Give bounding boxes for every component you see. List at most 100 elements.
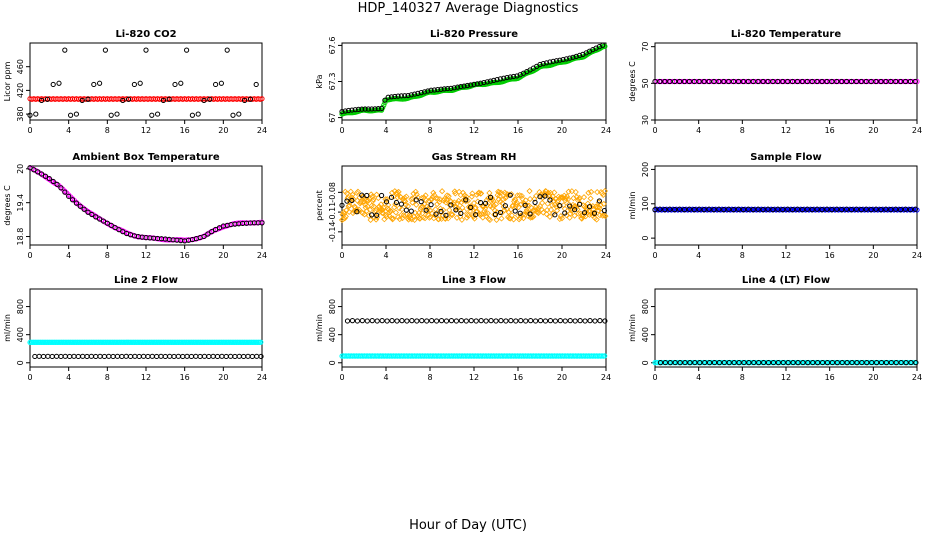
data-point bbox=[533, 192, 540, 199]
data-point bbox=[858, 207, 864, 213]
data-point bbox=[73, 111, 80, 117]
data-point bbox=[540, 209, 547, 216]
data-point bbox=[770, 78, 776, 85]
data-point bbox=[339, 108, 345, 115]
panel-title: Gas Stream RH bbox=[432, 152, 517, 163]
data-point bbox=[136, 353, 142, 360]
data-point bbox=[487, 194, 494, 200]
data-point bbox=[829, 359, 835, 366]
data-point bbox=[553, 58, 560, 64]
panel-1: Li-820 CO2 Licor ppm 0 4 8 12 16 20 24 380 420 460 bbox=[3, 29, 267, 135]
data-point bbox=[172, 81, 178, 88]
data-point bbox=[581, 210, 588, 216]
data-point bbox=[259, 96, 265, 102]
data-point bbox=[562, 210, 568, 216]
data-point bbox=[508, 212, 516, 219]
data-point bbox=[540, 61, 546, 67]
data-point bbox=[504, 74, 510, 81]
data-point bbox=[496, 189, 503, 196]
data-point bbox=[547, 318, 554, 324]
data-point bbox=[843, 206, 850, 212]
data-point bbox=[519, 211, 527, 218]
data-point bbox=[547, 59, 553, 65]
data-point bbox=[431, 212, 439, 219]
data-point bbox=[839, 359, 845, 366]
data-point bbox=[513, 199, 520, 206]
data-point bbox=[587, 195, 594, 202]
y-tick-label: 200 bbox=[641, 162, 650, 177]
data-point bbox=[409, 195, 417, 202]
data-point bbox=[745, 206, 751, 212]
y-axis-label: Licor ppm bbox=[3, 61, 12, 101]
data-point bbox=[46, 175, 52, 182]
data-point bbox=[839, 78, 845, 85]
data-point bbox=[398, 201, 404, 207]
data-point bbox=[667, 78, 673, 85]
data-point bbox=[547, 206, 555, 213]
data-point bbox=[385, 94, 391, 100]
data-point bbox=[201, 353, 208, 359]
data-point bbox=[375, 106, 381, 112]
data-point bbox=[537, 194, 543, 200]
data-point bbox=[863, 206, 869, 212]
data-point bbox=[91, 81, 97, 88]
data-point bbox=[497, 76, 503, 82]
data-point bbox=[848, 78, 855, 85]
data-point bbox=[878, 78, 884, 85]
data-point bbox=[696, 78, 702, 85]
data-point bbox=[62, 353, 68, 359]
data-point bbox=[201, 97, 207, 104]
data-point bbox=[218, 80, 224, 86]
data-point bbox=[903, 360, 909, 366]
data-point bbox=[682, 359, 688, 366]
data-point bbox=[819, 207, 825, 213]
data-point bbox=[369, 318, 375, 324]
data-point bbox=[69, 197, 76, 203]
y-tick-label: 400 bbox=[641, 327, 650, 342]
data-point bbox=[201, 233, 207, 240]
data-point bbox=[912, 206, 918, 212]
data-point bbox=[751, 359, 757, 366]
data-point bbox=[423, 203, 430, 210]
data-point bbox=[883, 360, 890, 366]
data-point bbox=[374, 212, 380, 218]
data-point bbox=[423, 207, 429, 213]
data-point bbox=[542, 193, 548, 199]
data-point bbox=[902, 206, 909, 212]
data-point bbox=[824, 206, 830, 212]
data-point bbox=[567, 203, 573, 209]
data-point bbox=[577, 201, 583, 207]
data-point bbox=[62, 47, 68, 53]
data-point bbox=[448, 318, 455, 324]
data-point bbox=[686, 78, 692, 85]
series-2 bbox=[339, 42, 606, 115]
data-point bbox=[415, 90, 421, 96]
data-point bbox=[249, 353, 255, 360]
panel-6: Sample Flow ml/min 0 4 8 12 16 20 24 0 100 200 bbox=[628, 152, 922, 260]
data-point bbox=[501, 207, 508, 214]
data-point bbox=[858, 78, 864, 85]
y-axis-label: percent bbox=[315, 190, 324, 221]
x-tick-label: 8 bbox=[740, 251, 745, 260]
data-point bbox=[419, 318, 425, 324]
data-point bbox=[578, 215, 585, 222]
data-point bbox=[361, 211, 368, 218]
data-point bbox=[207, 96, 213, 102]
data-point bbox=[36, 353, 42, 359]
data-point bbox=[395, 93, 401, 99]
data-point bbox=[110, 353, 116, 360]
data-point bbox=[535, 205, 542, 212]
data-point bbox=[227, 353, 234, 359]
data-point bbox=[571, 212, 578, 219]
data-point bbox=[443, 197, 450, 204]
data-point bbox=[381, 200, 388, 207]
data-point bbox=[746, 360, 752, 366]
data-point bbox=[676, 78, 683, 85]
data-point bbox=[602, 353, 608, 359]
data-point bbox=[154, 353, 160, 360]
data-point bbox=[81, 206, 87, 212]
data-point bbox=[458, 83, 464, 90]
data-point bbox=[740, 78, 747, 85]
data-point bbox=[893, 360, 899, 366]
data-point bbox=[563, 193, 571, 200]
